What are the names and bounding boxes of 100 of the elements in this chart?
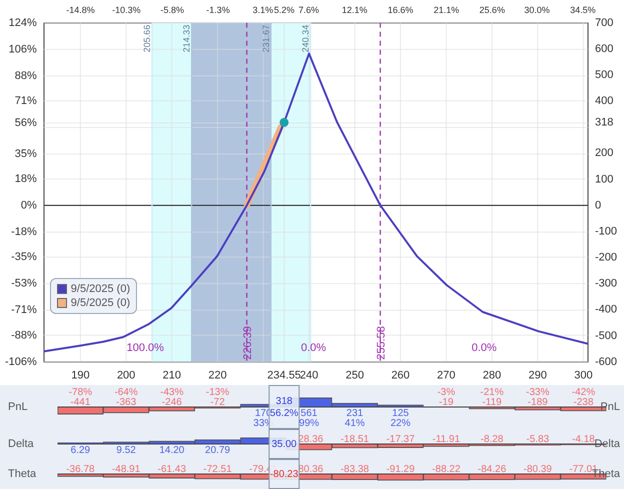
x-tick-label: 270 <box>437 369 456 382</box>
data-label: 561 99% <box>299 408 320 429</box>
y2-tick-label: -600 <box>594 356 618 368</box>
x-tick-label: 190 <box>71 369 90 382</box>
y-tick-label: 56% <box>14 117 37 130</box>
y2-axis-title: Delta <box>594 438 621 450</box>
x-tick-label: 234.55 <box>267 369 301 382</box>
y-tick-label: 106% <box>8 43 38 56</box>
y2-tick-label: 0 <box>594 199 602 212</box>
y2-tick-label: 600 <box>594 42 614 55</box>
data-label: -11.91 <box>432 434 460 445</box>
y-tick-label: -18% <box>11 226 38 238</box>
data-label: 14.20 <box>159 445 185 456</box>
ref-line-label: 214.33 <box>182 24 192 52</box>
x2-tick-label: -5.8% <box>160 4 184 15</box>
x2-tick-label: 7.6% <box>298 4 320 15</box>
x2-tick-label: 16.6% <box>388 4 414 15</box>
data-label: -83.38 <box>340 464 370 475</box>
y2-tick-label: 200 <box>594 147 614 160</box>
y2-axis-title: PnL <box>600 401 620 414</box>
x-tick-label: 220 <box>208 369 227 382</box>
y-tick-label: 88% <box>14 70 37 82</box>
annotation: 0.0% <box>300 342 326 354</box>
x2-tick-label: 25.6% <box>479 4 505 15</box>
data-label: -42% -238 <box>572 387 596 408</box>
data-label: -17.37 <box>386 434 416 445</box>
data-label: -91.29 <box>386 464 416 475</box>
y-axis-title: PnL <box>8 401 28 414</box>
x2-tick-label: 3.1% <box>252 4 274 15</box>
data-label: -78% -441 <box>68 387 92 408</box>
ref-line-label: 226.39 <box>242 326 254 360</box>
x2-tick-label: -14.8% <box>66 4 95 15</box>
data-label: 6.29 <box>70 445 91 456</box>
data-label: -88.22 <box>432 464 461 475</box>
data-label: 9.52 <box>116 445 136 456</box>
data-label: -3% -19 <box>437 387 456 408</box>
data-label: -33% -189 <box>526 387 550 408</box>
x-tick-label: 260 <box>391 369 410 382</box>
y2-tick-label: 318 <box>594 116 614 128</box>
data-label: -64% -363 <box>114 387 138 408</box>
x2-tick-label: 12.1% <box>342 4 368 15</box>
legend-label: 9/5/2025 (0) <box>70 282 130 296</box>
x2-tick-label: 21.1% <box>434 4 460 15</box>
y-tick-label: 124% <box>8 16 38 29</box>
data-label: -5.83 <box>526 434 550 445</box>
y-tick-label: 0% <box>20 200 38 212</box>
data-label: -80.39 <box>524 464 552 475</box>
y2-tick-label: 700 <box>594 16 614 29</box>
x-tick-label: 240 <box>300 369 318 382</box>
x2-tick-label: 5.2% <box>274 4 295 15</box>
y-tick-label: 71% <box>14 94 37 107</box>
y-tick-label: -53% <box>11 278 38 290</box>
data-label: -13% -72 <box>206 387 230 408</box>
annotation: 318 <box>276 396 293 407</box>
data-label: -4.18 <box>572 434 596 445</box>
data-label: 20.79 <box>205 445 231 456</box>
data-label: 231 41% <box>344 408 365 429</box>
y-tick-label: -88% <box>11 329 38 342</box>
data-label: -43% -246 <box>160 387 184 408</box>
ref-line-label: 205.66 <box>142 24 152 52</box>
y-tick-label: 18% <box>14 173 37 186</box>
x2-tick-label: 34.5% <box>570 4 596 15</box>
x-tick-label: 290 <box>528 369 547 382</box>
data-label: -36.78 <box>66 464 95 475</box>
data-label: -21% -119 <box>480 387 504 408</box>
x-tick-label: 210 <box>162 369 182 382</box>
y2-tick-label: 100 <box>594 173 614 186</box>
y-tick-label: -106% <box>5 356 38 368</box>
y2-tick-label: -200 <box>594 252 618 264</box>
legend-label: 9/5/2025 (0) <box>70 296 130 310</box>
data-label: -84.26 <box>478 464 507 475</box>
y-axis-title: Delta <box>8 438 35 450</box>
y2-tick-label: -100 <box>594 225 618 238</box>
ref-line-label: 231.67 <box>260 24 271 52</box>
y2-tick-label: -500 <box>594 330 618 342</box>
annotation: 0.0% <box>472 342 497 354</box>
x-tick-label: 300 <box>574 369 593 382</box>
y-axis-title: Theta <box>8 468 38 480</box>
x-tick-label: 200 <box>116 369 136 382</box>
ref-line-label: 240.34 <box>300 24 311 52</box>
y2-tick-label: 500 <box>594 68 614 81</box>
y2-tick-label: 400 <box>594 95 614 108</box>
y-tick-label: -35% <box>11 251 38 264</box>
annotation: 100.0% <box>126 342 164 354</box>
x2-tick-label: -10.3% <box>112 4 141 15</box>
data-label: -18.51 <box>340 434 370 445</box>
y2-tick-label: -300 <box>594 278 618 290</box>
y2-tick-label: -400 <box>594 304 618 316</box>
data-label: 125 22% <box>390 408 411 429</box>
x-tick-label: 280 <box>482 369 502 382</box>
data-label: -61.43 <box>158 464 186 475</box>
data-label: -72.51 <box>203 464 232 475</box>
x2-tick-label: -1.3% <box>206 4 230 15</box>
y-tick-label: -71% <box>11 304 38 316</box>
ref-line-label: 255.58 <box>375 326 388 360</box>
x-tick-label: 250 <box>346 369 364 382</box>
data-label: -8.28 <box>480 434 504 445</box>
annotation: 35.00 <box>272 438 298 450</box>
data-label: -48.91 <box>112 464 141 475</box>
x2-tick-label: 30.0% <box>524 4 550 15</box>
